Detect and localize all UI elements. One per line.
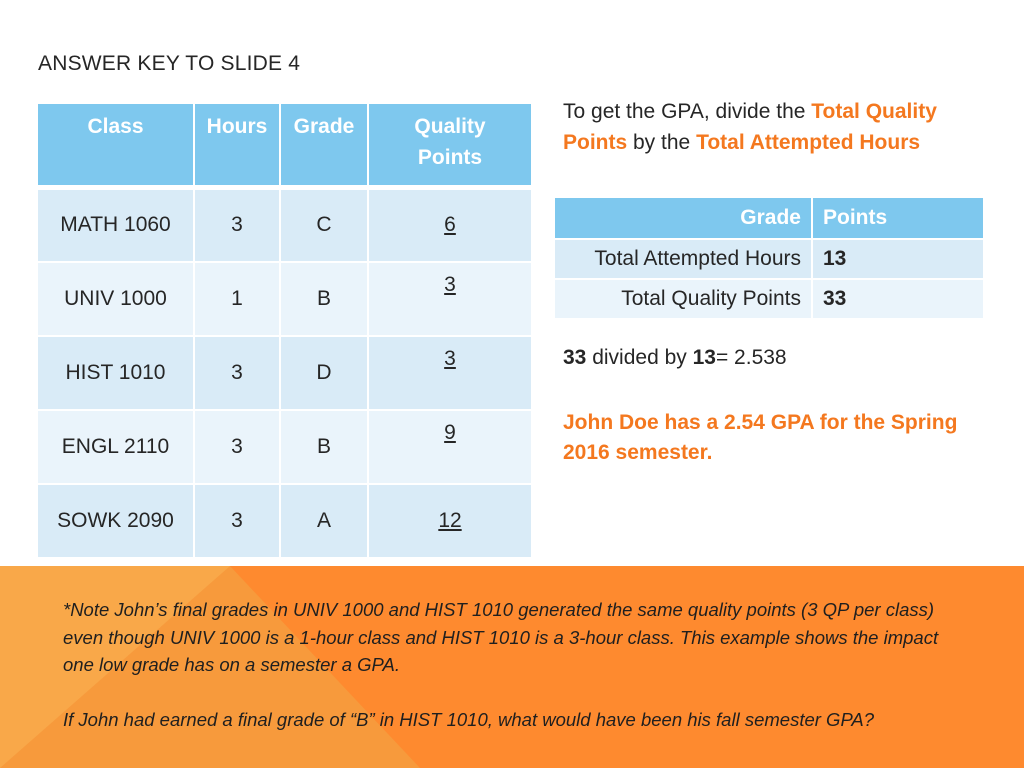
quality-points-value: 12 xyxy=(438,508,462,532)
quality-points-value: 3 xyxy=(444,272,456,296)
grades-header-row: Class Hours Grade Quality Points xyxy=(36,102,533,189)
cell-hours: 3 xyxy=(193,482,281,559)
calc-text1: divided by xyxy=(586,346,693,369)
cell-hours: 3 xyxy=(193,408,281,485)
calc-numerator: 33 xyxy=(563,346,587,369)
summary-row: Total Quality Points 33 xyxy=(553,278,985,320)
note-paragraph-1: *Note John’s final grades in UNIV 1000 a… xyxy=(63,599,939,675)
cell-hours: 1 xyxy=(193,260,281,337)
summary-table: Grade Points Total Attempted Hours 13 To… xyxy=(553,196,985,320)
summary-label: Total Attempted Hours xyxy=(553,238,813,280)
summary-value: 13 xyxy=(811,238,985,280)
table-row: HIST 1010 3 D 3 xyxy=(36,334,533,411)
summary-row: Total Attempted Hours 13 xyxy=(553,238,985,280)
cell-hours: 3 xyxy=(193,185,281,263)
slide-title: ANSWER KEY TO SLIDE 4 xyxy=(38,52,301,75)
footer-decoration xyxy=(0,566,420,768)
summary-label: Total Quality Points xyxy=(553,278,813,320)
note-paragraph-2: If John had earned a final grade of “B” … xyxy=(63,708,875,730)
cell-class: HIST 1010 xyxy=(36,334,195,411)
instructions-middle: by the xyxy=(627,131,697,154)
quality-points-value: 6 xyxy=(444,213,456,237)
cell-class: UNIV 1000 xyxy=(36,260,195,337)
cell-grade: B xyxy=(279,260,369,337)
cell-quality-points: 3 xyxy=(367,260,533,337)
instructions-highlight-attempted-hours: Total Attempted Hours xyxy=(696,131,921,154)
cell-class: ENGL 2110 xyxy=(36,408,195,485)
cell-class: MATH 1060 xyxy=(36,185,195,263)
cell-grade: D xyxy=(279,334,369,411)
calc-result: = 2.538 xyxy=(715,346,787,369)
header-quality-points: Quality Points xyxy=(367,102,533,189)
table-row: MATH 1060 3 C 6 xyxy=(36,185,533,263)
summary-header-grade: Grade xyxy=(553,196,813,240)
cell-grade: A xyxy=(279,482,369,559)
cell-quality-points: 9 xyxy=(367,408,533,485)
summary-header-points: Points xyxy=(811,196,985,240)
cell-class: SOWK 2090 xyxy=(36,482,195,559)
calc-denominator: 13 xyxy=(692,346,716,369)
cell-quality-points: 12 xyxy=(367,482,533,559)
cell-grade: C xyxy=(279,185,369,263)
instructions-highlight-quality-points: Total Quality Points xyxy=(563,100,937,154)
footer-note: *Note John’s final grades in UNIV 1000 a… xyxy=(63,596,953,760)
header-grade: Grade xyxy=(279,102,369,189)
grades-table: Class Hours Grade Quality Points MATH 10… xyxy=(36,102,533,559)
cell-quality-points: 6 xyxy=(367,185,533,263)
header-hours: Hours xyxy=(193,102,281,189)
cell-quality-points: 3 xyxy=(367,334,533,411)
instructions-prefix: To get the GPA, divide the xyxy=(563,100,812,123)
cell-hours: 3 xyxy=(193,334,281,411)
summary-header-row: Grade Points xyxy=(553,196,985,240)
quality-points-value: 9 xyxy=(444,420,456,444)
header-class: Class xyxy=(36,102,195,189)
summary-value: 33 xyxy=(811,278,985,320)
gpa-calculation: 33 divided by 13= 2.538 xyxy=(563,346,787,370)
quality-points-value: 3 xyxy=(444,346,456,370)
gpa-instructions: To get the GPA, divide the Total Quality… xyxy=(563,96,993,158)
table-row: SOWK 2090 3 A 12 xyxy=(36,482,533,559)
cell-grade: B xyxy=(279,408,369,485)
footer-triangle-lighter xyxy=(0,566,230,768)
footer-band: *Note John’s final grades in UNIV 1000 a… xyxy=(0,566,1024,768)
table-row: ENGL 2110 3 B 9 xyxy=(36,408,533,485)
table-row: UNIV 1000 1 B 3 xyxy=(36,260,533,337)
gpa-conclusion: John Doe has a 2.54 GPA for the Spring 2… xyxy=(563,411,958,464)
